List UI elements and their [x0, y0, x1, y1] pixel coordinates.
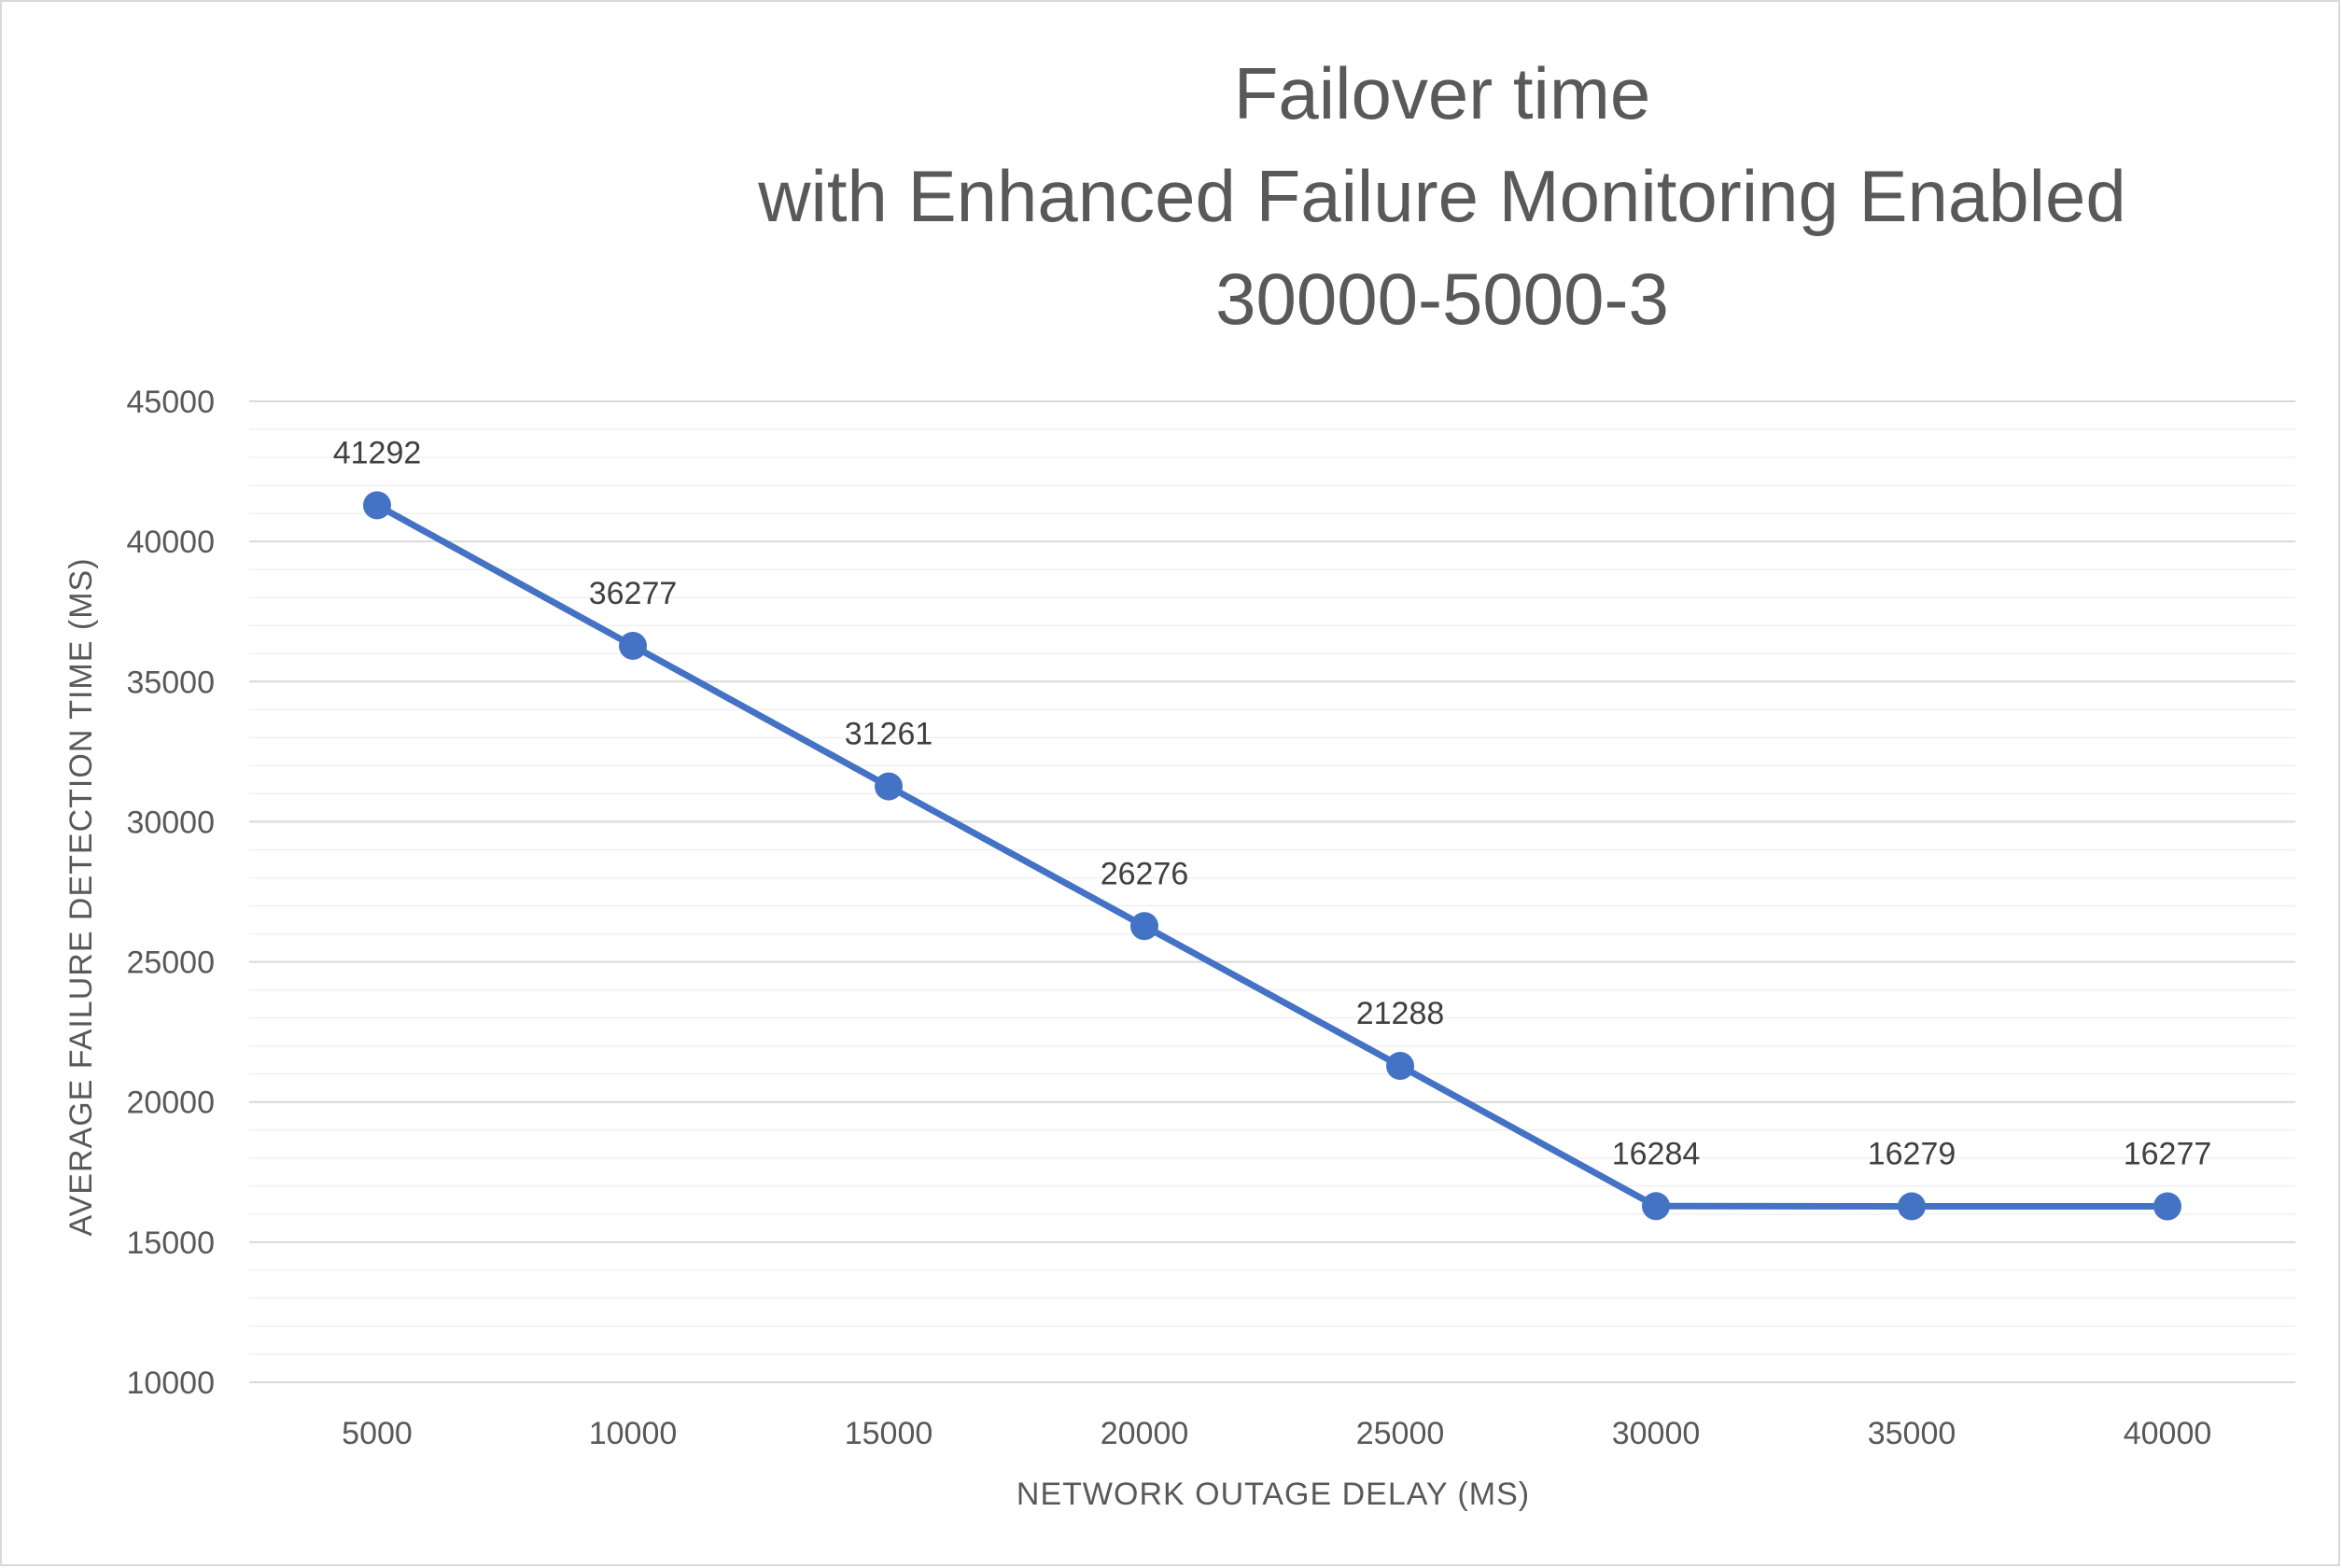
y-tick-label: 40000 [126, 525, 215, 560]
data-label: 26276 [1101, 856, 1189, 891]
x-tick-label: 35000 [1868, 1416, 1956, 1451]
y-tick-label: 35000 [126, 665, 215, 700]
y-axis-title: AVERAGE FAILURE DETECTION TIME (MS) [63, 557, 99, 1236]
data-point [875, 772, 903, 801]
data-label: 16284 [1612, 1136, 1701, 1171]
y-axis-tick-labels: 10000 15000 20000 25000 30000 35000 40000 45000 [126, 385, 215, 1401]
data-label: 21288 [1356, 996, 1445, 1031]
x-tick-label: 25000 [1356, 1416, 1445, 1451]
series-line-group [363, 491, 2181, 1221]
y-tick-label: 45000 [126, 385, 215, 420]
x-tick-label: 5000 [342, 1416, 413, 1451]
x-axis-tick-labels: 5000 10000 15000 20000 25000 30000 35000 40000 [342, 1416, 2211, 1451]
data-point [619, 631, 647, 660]
data-point [1898, 1192, 1926, 1221]
y-tick-label: 15000 [126, 1225, 215, 1261]
chart-title: Failover time with Enhanced Failure Moni… [757, 52, 2126, 340]
data-label: 41292 [333, 435, 422, 470]
data-label: 36277 [589, 576, 678, 611]
x-tick-label: 40000 [2124, 1416, 2212, 1451]
y-tick-label: 30000 [126, 805, 215, 840]
x-tick-label: 20000 [1101, 1416, 1189, 1451]
data-point [1386, 1052, 1414, 1081]
series-line [373, 501, 2171, 1211]
data-point [1130, 912, 1158, 941]
data-labels: 41292 36277 31261 26276 21288 16284 16279 16277 [333, 435, 2212, 1171]
data-point [2153, 1192, 2181, 1221]
data-point [363, 491, 391, 520]
y-tick-label: 25000 [126, 945, 215, 981]
x-tick-label: 10000 [589, 1416, 678, 1451]
data-label: 31261 [845, 717, 933, 752]
x-tick-label: 15000 [845, 1416, 933, 1451]
data-label: 16279 [1868, 1136, 1956, 1171]
data-label: 16277 [2124, 1137, 2212, 1172]
y-tick-label: 10000 [126, 1365, 215, 1401]
chart-title-line-1: Failover time [1234, 52, 1650, 134]
chart-title-line-3: 30000-5000-3 [1215, 258, 1669, 340]
chart-title-line-2: with Enhanced Failure Monitoring Enabled [757, 155, 2126, 237]
x-axis-title: NETWORK OUTAGE DELAY (MS) [1017, 1477, 1530, 1512]
gridlines [249, 400, 2295, 1383]
y-tick-label: 20000 [126, 1085, 215, 1121]
x-tick-label: 30000 [1612, 1416, 1701, 1451]
data-point [1642, 1192, 1670, 1221]
